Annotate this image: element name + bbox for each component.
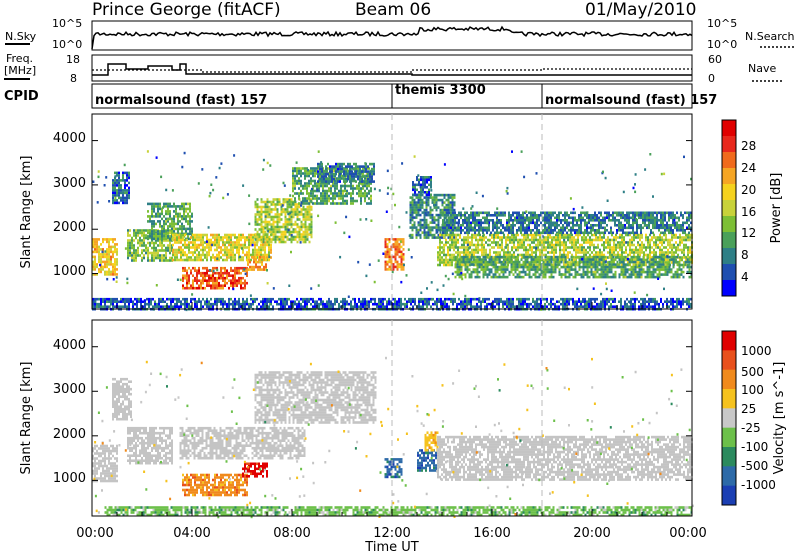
power-ylabel: Slant Range [km] — [19, 156, 34, 269]
vel-cb-tick-m100: -100 — [741, 440, 768, 454]
nave-tick-top: 60 — [708, 53, 722, 66]
xtick-0400: 04:00 — [173, 526, 210, 541]
velocity-ylabel: Slant Range [km] — [19, 362, 34, 475]
vel-cb-tick-25: 25 — [741, 402, 756, 416]
noise-left-tick-bottom: 10^0 — [52, 38, 82, 51]
xtick-2000: 20:00 — [573, 526, 610, 541]
power-cb-tick-24: 24 — [741, 161, 756, 175]
noise-search-label: N.Search — [745, 30, 795, 43]
noise-sky-line — [91, 25, 693, 50]
station-title: Prince George (fitACF) — [92, 0, 281, 20]
power-cb-label: Power [dB] — [769, 173, 784, 244]
time-axis — [91, 302, 693, 516]
cpid-label: CPID — [4, 89, 39, 104]
vel-ytick-1000: 1000 — [53, 471, 86, 486]
frequency-line — [92, 63, 692, 76]
vel-ytick-4000: 4000 — [53, 338, 86, 353]
xtick-0800: 08:00 — [273, 526, 310, 541]
power-ytick-4000: 4000 — [53, 131, 86, 146]
vel-cb-tick-1000: 1000 — [741, 344, 772, 358]
cpid-panel: CPID normalsound (fast) 157 themis 3300 … — [4, 83, 717, 109]
vel-ytick-3000: 3000 — [53, 382, 86, 397]
power-ytick-1000: 1000 — [53, 264, 86, 279]
xtick-1200: 12:00 — [373, 526, 410, 541]
nave-tick-bottom: 0 — [708, 72, 715, 85]
power-cb-tick-12: 12 — [741, 226, 756, 240]
vel-ytick-2000: 2000 — [53, 427, 86, 442]
freq-panel: Freq. [MHz] 18 8 60 0 Nave — [4, 52, 782, 85]
vel-cb-tick-m500: -500 — [741, 459, 768, 473]
power-ytick-marks — [92, 140, 692, 275]
vel-ytick-marks — [92, 346, 692, 481]
nave-line — [92, 68, 692, 73]
beam-title: Beam 06 — [355, 0, 431, 20]
power-cb-tick-8: 8 — [741, 248, 749, 262]
noise-right-tick-top: 10^5 — [707, 17, 737, 30]
power-cb-tick-28: 28 — [741, 139, 756, 153]
nave-label: Nave — [748, 62, 776, 75]
power-cb-tick-4: 4 — [741, 270, 749, 284]
power-echo-layer — [92, 150, 693, 312]
xtick-0000: 00:00 — [76, 526, 113, 541]
vel-cb-tick-m1000: -1000 — [741, 478, 776, 492]
freq-label-1: Freq. — [6, 52, 33, 65]
noise-sky-label: N.Sky — [5, 30, 37, 43]
velocity-panel: Slant Range [km] 1000 2000 3000 4000 00:… — [19, 302, 707, 554]
noise-left-tick-top: 10^5 — [52, 17, 82, 30]
power-cb-tick-16: 16 — [741, 205, 756, 219]
vel-cb-tick-500: 500 — [741, 365, 764, 379]
velocity-cb-label: Velocity [m s^-1] — [772, 362, 787, 475]
power-colorbar: 4 8 12 16 20 24 28 Power [dB] — [721, 119, 784, 297]
velocity-colorbar: 1000 500 100 25 -25 -100 -500 -1000 Velo… — [721, 330, 787, 506]
power-panel: Slant Range [km] 1000 2000 3000 4000 — [19, 113, 693, 312]
date-title: 01/May/2010 — [585, 0, 697, 20]
noise-panel: N.Sky 10^5 10^0 10^5 10^0 N.Search — [5, 17, 795, 51]
freq-tick-bottom: 8 — [70, 72, 77, 85]
cpid-mode-2: themis 3300 — [395, 83, 486, 98]
power-ytick-3000: 3000 — [53, 176, 86, 191]
cpid-mode-1: normalsound (fast) 157 — [95, 93, 267, 108]
xtick-1600: 16:00 — [473, 526, 510, 541]
freq-tick-top: 18 — [66, 53, 80, 66]
vel-cb-tick-100: 100 — [741, 383, 764, 397]
freq-label-2: [MHz] — [4, 64, 36, 77]
cpid-mode-3: normalsound (fast) 157 — [545, 93, 717, 108]
xtick-2400: 00:00 — [669, 526, 706, 541]
noise-right-tick-bottom: 10^0 — [707, 38, 737, 51]
power-ytick-2000: 2000 — [53, 220, 86, 235]
power-cb-tick-20: 20 — [741, 183, 756, 197]
time-axis-label: Time UT — [364, 540, 418, 554]
velocity-echo-layer — [92, 356, 694, 519]
vel-cb-tick-m25: -25 — [741, 421, 761, 435]
